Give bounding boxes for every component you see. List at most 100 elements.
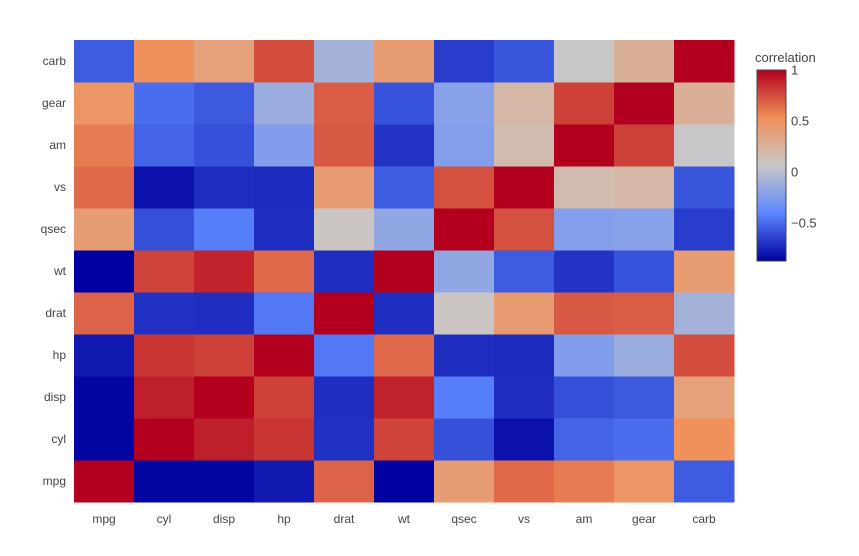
heatmap-cell-wt-cyl	[134, 250, 195, 293]
heatmap-cell-cyl-mpg	[74, 418, 135, 461]
heatmap-cell-disp-am	[554, 376, 615, 419]
heatmap-cell-vs-vs	[494, 166, 555, 209]
heatmap-cell-wt-gear	[614, 250, 675, 293]
heatmap-cell-hp-gear	[614, 334, 675, 377]
heatmap-cell-carb-carb	[674, 40, 735, 83]
heatmap-cell-qsec-drat	[314, 208, 375, 251]
heatmap-cell-cyl-drat	[314, 418, 375, 461]
y-tick-label-drat: drat	[45, 306, 66, 320]
x-tick-label-am: am	[576, 512, 593, 526]
heatmap-cell-disp-qsec	[434, 376, 495, 419]
heatmap-cell-drat-disp	[194, 292, 255, 335]
heatmap-cell-qsec-vs	[494, 208, 555, 251]
heatmap-cell-mpg-wt	[374, 460, 435, 503]
y-tick-label-wt: wt	[53, 264, 67, 278]
heatmap-cell-disp-hp	[254, 376, 315, 419]
heatmap-cell-vs-mpg	[74, 166, 135, 209]
heatmap-cell-wt-wt	[374, 250, 435, 293]
y-tick-label-disp: disp	[44, 390, 66, 404]
x-tick-label-carb: carb	[692, 512, 716, 526]
y-tick-label-carb: carb	[43, 54, 67, 68]
heatmap-cell-qsec-mpg	[74, 208, 135, 251]
heatmap-cell-gear-am	[554, 82, 615, 125]
x-tick-label-wt: wt	[397, 512, 411, 526]
heatmap-cell-gear-drat	[314, 82, 375, 125]
heatmap-cell-mpg-drat	[314, 460, 375, 503]
heatmap-cell-am-vs	[494, 124, 555, 167]
heatmap-cell-cyl-cyl	[134, 418, 195, 461]
y-tick-label-vs: vs	[54, 180, 66, 194]
heatmap-cell-cyl-gear	[614, 418, 675, 461]
heatmap-cell-am-qsec	[434, 124, 495, 167]
heatmap-cell-mpg-am	[554, 460, 615, 503]
heatmap-cell-hp-hp	[254, 334, 315, 377]
heatmap-cell-wt-am	[554, 250, 615, 293]
heatmap-cell-cyl-carb	[674, 418, 735, 461]
heatmap-cell-gear-hp	[254, 82, 315, 125]
heatmap-cell-drat-wt	[374, 292, 435, 335]
heatmap-cell-gear-cyl	[134, 82, 195, 125]
heatmap-cell-qsec-disp	[194, 208, 255, 251]
heatmap-cell-gear-disp	[194, 82, 255, 125]
heatmap-cell-vs-wt	[374, 166, 435, 209]
heatmap-cell-wt-carb	[674, 250, 735, 293]
heatmap-cell-wt-disp	[194, 250, 255, 293]
heatmap-cell-am-cyl	[134, 124, 195, 167]
colorbar: correlation 1 0.5 0 −0.5	[755, 50, 817, 262]
heatmap-cell-drat-vs	[494, 292, 555, 335]
heatmap-cell-hp-drat	[314, 334, 375, 377]
heatmap-cell-carb-mpg	[74, 40, 135, 83]
x-tick-label-gear: gear	[632, 512, 656, 526]
heatmap-cell-carb-am	[554, 40, 615, 83]
heatmap-cell-wt-mpg	[74, 250, 135, 293]
x-tick-label-qsec: qsec	[451, 512, 476, 526]
heatmap-cell-disp-cyl	[134, 376, 195, 419]
heatmap-cell-mpg-vs	[494, 460, 555, 503]
x-tick-label-drat: drat	[334, 512, 355, 526]
heatmap-cell-am-mpg	[74, 124, 135, 167]
heatmap-cell-mpg-hp	[254, 460, 315, 503]
heatmap-cell-gear-gear	[614, 82, 675, 125]
heatmap-cell-disp-carb	[674, 376, 735, 419]
heatmap-cell-drat-hp	[254, 292, 315, 335]
heatmap-cell-cyl-wt	[374, 418, 435, 461]
heatmap-cell-mpg-carb	[674, 460, 735, 503]
heatmap-cell-vs-gear	[614, 166, 675, 209]
heatmap-cell-vs-am	[554, 166, 615, 209]
heatmap-cell-am-am	[554, 124, 615, 167]
colorbar-tick-labels: 1 0.5 0 −0.5	[791, 63, 817, 231]
heatmap-cell-vs-carb	[674, 166, 735, 209]
heatmap-cell-hp-disp	[194, 334, 255, 377]
heatmap-cell-wt-drat	[314, 250, 375, 293]
heatmap-cell-hp-am	[554, 334, 615, 377]
x-tick-label-vs: vs	[518, 512, 530, 526]
heatmap-cell-hp-qsec	[434, 334, 495, 377]
heatmap-cell-cyl-am	[554, 418, 615, 461]
colorbar-title: correlation	[755, 50, 816, 65]
heatmap-cell-vs-drat	[314, 166, 375, 209]
x-axis-tick-labels: mpg cyl disp hp drat wt qsec vs am gear carb	[92, 512, 716, 526]
heatmap-cell-carb-gear	[614, 40, 675, 83]
heatmap-cell-am-wt	[374, 124, 435, 167]
y-tick-label-qsec: qsec	[41, 222, 66, 236]
y-tick-label-am: am	[49, 138, 66, 152]
heatmap-cell-drat-carb	[674, 292, 735, 335]
heatmap-cell-disp-vs	[494, 376, 555, 419]
heatmap-cell-qsec-wt	[374, 208, 435, 251]
heatmap-cell-mpg-cyl	[134, 460, 195, 503]
y-tick-label-gear: gear	[42, 96, 66, 110]
heatmap-cell-cyl-disp	[194, 418, 255, 461]
x-tick-label-hp: hp	[277, 512, 291, 526]
colorbar-tick-label: −0.5	[791, 216, 817, 231]
heatmap-cell-disp-wt	[374, 376, 435, 419]
heatmap-cell-drat-drat	[314, 292, 375, 335]
x-tick-label-cyl: cyl	[157, 512, 172, 526]
heatmap-cell-drat-qsec	[434, 292, 495, 335]
heatmap-cell-carb-wt	[374, 40, 435, 83]
heatmap-cells	[74, 40, 735, 503]
heatmap-cell-hp-vs	[494, 334, 555, 377]
heatmap-cell-am-disp	[194, 124, 255, 167]
heatmap-cell-disp-drat	[314, 376, 375, 419]
heatmap-cell-qsec-cyl	[134, 208, 195, 251]
heatmap-cell-carb-vs	[494, 40, 555, 83]
